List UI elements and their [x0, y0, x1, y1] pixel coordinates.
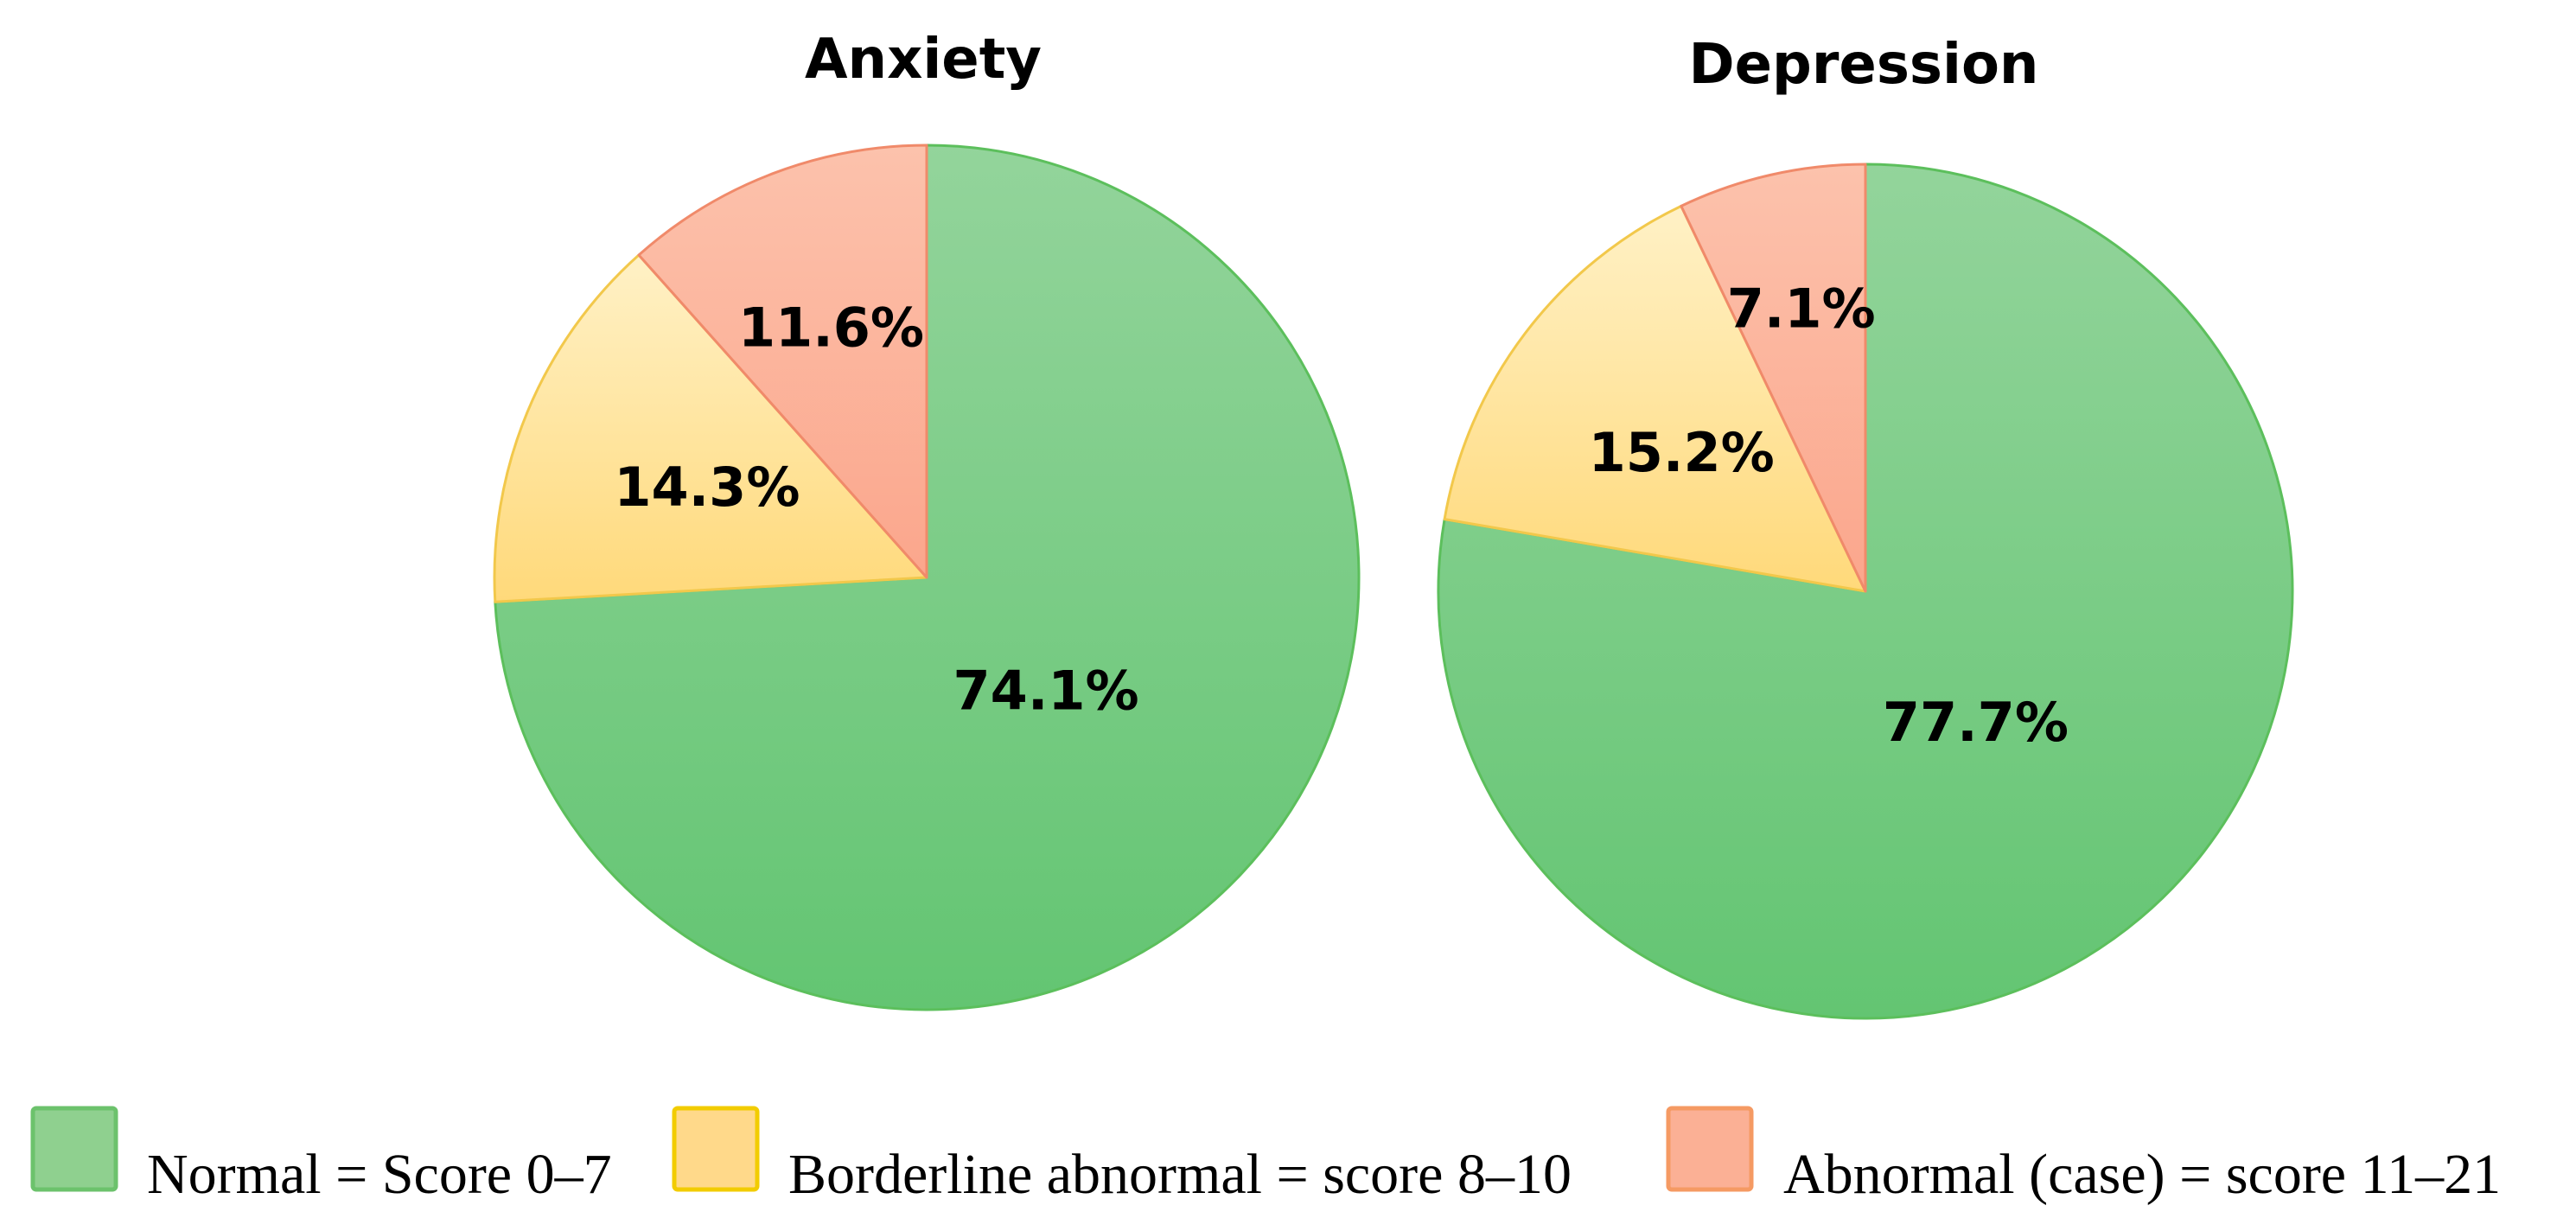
anxiety-label-normal: 74.1% — [953, 660, 1139, 723]
legend-swatch-abnormal — [1666, 1106, 1754, 1192]
depression-pie: Depression 77.7% 15.2% 7.1% — [1437, 33, 2294, 1020]
depression-slice-abnormal — [1680, 163, 1867, 593]
legend-item-normal: Normal = Score 0–7 — [30, 1106, 612, 1206]
depression-title: Depression — [1689, 33, 2039, 97]
anxiety-slice-abnormal — [637, 144, 928, 579]
depression-slice-borderline — [1443, 204, 1867, 593]
legend-item-borderline: Borderline abnormal = score 8–10 — [672, 1106, 1572, 1206]
legend-label-abnormal: Abnormal (case) = score 11–21 — [1783, 1143, 2501, 1206]
depression-label-borderline: 15.2% — [1589, 421, 1775, 484]
legend-item-abnormal: Abnormal (case) = score 11–21 — [1666, 1106, 2501, 1206]
legend-swatch-borderline — [672, 1106, 760, 1192]
anxiety-pie: Anxiety 74.1% 14.3% 11.6% — [493, 28, 1361, 1011]
anxiety-label-abnormal: 11.6% — [738, 296, 924, 359]
depression-label-abnormal: 7.1% — [1727, 277, 1876, 340]
legend-label-borderline: Borderline abnormal = score 8–10 — [788, 1143, 1572, 1206]
anxiety-title: Anxiety — [805, 28, 1042, 92]
legend: Normal = Score 0–7 Borderline abnormal =… — [30, 1106, 2501, 1206]
anxiety-slice-borderline — [493, 253, 928, 603]
legend-swatch-normal — [30, 1106, 118, 1192]
depression-label-normal: 77.7% — [1883, 691, 2069, 754]
legend-label-normal: Normal = Score 0–7 — [147, 1143, 612, 1206]
anxiety-label-borderline: 14.3% — [614, 456, 800, 519]
